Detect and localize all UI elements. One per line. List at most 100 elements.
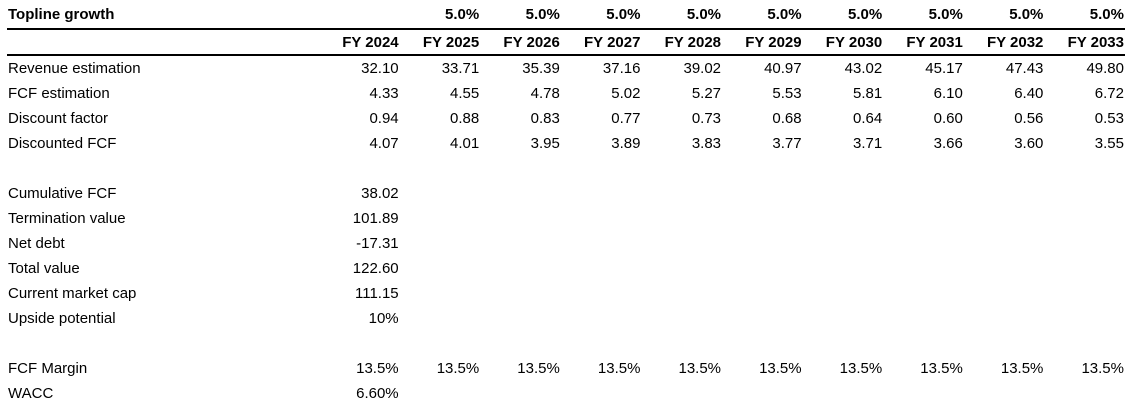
column-header-cell-fy-2031[interactable]: FY 2031 [906, 33, 963, 51]
value-cell-discount-factor-fy-2024[interactable]: 0.94 [369, 110, 399, 127]
value-cell-fcf-estimation-fy-2031[interactable]: 6.10 [933, 85, 963, 102]
topline-growth-rate-cell[interactable]: 5.0% [848, 5, 883, 23]
value-cell-wacc-fy-2024[interactable]: 6.60% [356, 385, 399, 402]
value-cell-fcf-estimation-fy-2025[interactable]: 4.55 [450, 85, 480, 102]
value-cell-revenue-estimation-fy-2028[interactable]: 39.02 [683, 60, 722, 77]
value-cell-revenue-estimation-fy-2026[interactable]: 35.39 [522, 60, 560, 77]
value-cell-current-market-cap-fy-2024[interactable]: 111.15 [355, 285, 399, 302]
table-row-fcf-margin: FCF Margin 13.5% 13.5% 13.5% 13.5% 13.5% 13.5%… [0, 356, 1133, 381]
value-cell-discount-factor-fy-2025[interactable]: 0.88 [450, 110, 480, 127]
topline-growth-rate-cell[interactable]: 5.0% [606, 5, 641, 23]
table-row-upside-potential: Upside potential 10% [0, 306, 1133, 331]
column-header-cell-fy-2026[interactable]: FY 2026 [503, 33, 560, 51]
topline-growth-rate-cell[interactable]: 5.0% [445, 5, 480, 23]
column-header-cell-fy-2024[interactable]: FY 2024 [342, 33, 399, 51]
value-cell-discounted-fcf-fy-2029[interactable]: 3.77 [772, 135, 802, 152]
value-cell-fcf-margin-fy-2031[interactable]: 13.5% [920, 360, 963, 377]
spacer-row [0, 331, 1133, 356]
value-cell-total-value-fy-2024[interactable]: 122.60 [352, 260, 399, 277]
value-cell-fcf-margin-fy-2032[interactable]: 13.5% [1000, 360, 1044, 377]
value-cell-fcf-estimation-fy-2030[interactable]: 5.81 [853, 85, 883, 102]
value-cell-fcf-margin-fy-2033[interactable]: 13.5% [1081, 360, 1124, 377]
value-cell-discount-factor-fy-2026[interactable]: 0.83 [530, 110, 560, 127]
value-cell-discounted-fcf-fy-2028[interactable]: 3.83 [691, 135, 722, 152]
value-cell-discount-factor-fy-2029[interactable]: 0.68 [772, 110, 802, 127]
topline-growth-label-cell[interactable]: Topline growth [8, 5, 115, 23]
table-row-wacc: WACC 6.60% [0, 381, 1133, 406]
value-cell-discount-factor-fy-2027[interactable]: 0.77 [611, 110, 641, 127]
column-header-cell-fy-2027[interactable]: FY 2027 [584, 33, 641, 51]
row-label-fcf-estimation[interactable]: FCF estimation [8, 85, 110, 102]
value-cell-discount-factor-fy-2032[interactable]: 0.56 [1014, 110, 1044, 127]
value-cell-fcf-margin-fy-2024[interactable]: 13.5% [356, 360, 399, 377]
value-cell-fcf-margin-fy-2026[interactable]: 13.5% [517, 360, 560, 377]
value-cell-revenue-estimation-fy-2025[interactable]: 33.71 [441, 60, 480, 77]
value-cell-discount-factor-fy-2028[interactable]: 0.73 [691, 110, 722, 127]
topline-growth-rate-cell[interactable]: 5.0% [686, 5, 722, 23]
value-cell-discounted-fcf-fy-2026[interactable]: 3.95 [530, 135, 560, 152]
value-cell-discounted-fcf-fy-2033[interactable]: 3.55 [1094, 135, 1124, 152]
value-cell-revenue-estimation-fy-2030[interactable]: 43.02 [844, 60, 883, 77]
value-cell-discounted-fcf-fy-2025[interactable]: 4.01 [450, 135, 480, 152]
value-cell-termination-value-fy-2024[interactable]: 101.89 [352, 210, 399, 227]
value-cell-fcf-margin-fy-2030[interactable]: 13.5% [839, 360, 883, 377]
row-label-revenue-estimation[interactable]: Revenue estimation [8, 60, 141, 77]
value-cell-revenue-estimation-fy-2032[interactable]: 47.43 [1005, 60, 1044, 77]
row-label-wacc[interactable]: WACC [8, 385, 54, 402]
row-label-discounted-fcf[interactable]: Discounted FCF [8, 135, 117, 152]
row-label-fcf-margin[interactable]: FCF Margin [8, 360, 88, 377]
value-cell-discount-factor-fy-2031[interactable]: 0.60 [933, 110, 963, 127]
topline-growth-rate-cell[interactable]: 5.0% [928, 5, 963, 23]
topline-growth-rate-cell[interactable]: 5.0% [1089, 5, 1124, 23]
spacer-row [0, 156, 1133, 181]
value-cell-discount-factor-fy-2033[interactable]: 0.53 [1094, 110, 1124, 127]
value-cell-revenue-estimation-fy-2031[interactable]: 45.17 [925, 60, 963, 77]
column-header-cell-fy-2033[interactable]: FY 2033 [1067, 33, 1124, 51]
table-row-total-value: Total value 122.60 [0, 256, 1133, 281]
value-cell-net-debt-fy-2024[interactable]: -17.31 [356, 235, 399, 252]
table-row-current-market-cap: Current market cap 111.15 [0, 281, 1133, 306]
column-header-cell-fy-2028[interactable]: FY 2028 [664, 33, 722, 51]
column-header-cell-fy-2029[interactable]: FY 2029 [745, 33, 802, 51]
value-cell-discounted-fcf-fy-2030[interactable]: 3.71 [853, 135, 883, 152]
value-cell-fcf-margin-fy-2029[interactable]: 13.5% [759, 360, 802, 377]
value-cell-fcf-estimation-fy-2032[interactable]: 6.40 [1014, 85, 1044, 102]
value-cell-revenue-estimation-fy-2027[interactable]: 37.16 [602, 60, 641, 77]
value-cell-discount-factor-fy-2030[interactable]: 0.64 [853, 110, 883, 127]
value-cell-fcf-margin-fy-2025[interactable]: 13.5% [436, 360, 480, 377]
column-header-cell-fy-2025[interactable]: FY 2025 [422, 33, 480, 51]
value-cell-fcf-estimation-fy-2024[interactable]: 4.33 [369, 85, 399, 102]
value-cell-fcf-margin-fy-2028[interactable]: 13.5% [678, 360, 722, 377]
column-header-cell-fy-2030[interactable]: FY 2030 [825, 33, 883, 51]
value-cell-revenue-estimation-fy-2024[interactable]: 32.10 [361, 60, 399, 77]
value-cell-upside-potential-fy-2024[interactable]: 10% [368, 310, 399, 327]
topline-growth-rate-cell[interactable]: 5.0% [767, 5, 802, 23]
value-cell-revenue-estimation-fy-2033[interactable]: 49.80 [1086, 60, 1124, 77]
value-cell-fcf-estimation-fy-2029[interactable]: 5.53 [772, 85, 802, 102]
row-label-termination-value[interactable]: Termination value [8, 210, 126, 227]
value-cell-fcf-margin-fy-2027[interactable]: 13.5% [597, 360, 641, 377]
value-cell-fcf-estimation-fy-2028[interactable]: 5.27 [691, 85, 722, 102]
column-header-cell-fy-2032[interactable]: FY 2032 [986, 33, 1044, 51]
value-cell-discounted-fcf-fy-2027[interactable]: 3.89 [611, 135, 641, 152]
table-row-fcf-estimation: FCF estimation 4.33 4.55 4.78 5.02 5.27 5.53 5.… [0, 81, 1133, 106]
topline-growth-row: Topline growth 5.0% 5.0% 5.0% 5.0% 5.0% 5.0% 5.… [0, 0, 1133, 28]
value-cell-fcf-estimation-fy-2026[interactable]: 4.78 [530, 85, 560, 102]
fiscal-year-header-row: FY 2024 FY 2025 FY 2026 FY 2027 FY 2028 FY 20… [0, 30, 1133, 54]
row-label-net-debt[interactable]: Net debt [8, 235, 65, 252]
value-cell-discounted-fcf-fy-2032[interactable]: 3.60 [1014, 135, 1044, 152]
row-label-current-market-cap[interactable]: Current market cap [8, 285, 137, 302]
value-cell-fcf-estimation-fy-2033[interactable]: 6.72 [1094, 85, 1124, 102]
topline-growth-rate-cell[interactable]: 5.0% [1009, 5, 1044, 23]
table-row-termination-value: Termination value 101.89 [0, 206, 1133, 231]
topline-growth-rate-cell[interactable]: 5.0% [525, 5, 560, 23]
value-cell-discounted-fcf-fy-2031[interactable]: 3.66 [933, 135, 963, 152]
row-label-discount-factor[interactable]: Discount factor [8, 110, 109, 127]
value-cell-fcf-estimation-fy-2027[interactable]: 5.02 [611, 85, 641, 102]
row-label-cumulative-fcf[interactable]: Cumulative FCF [8, 185, 117, 202]
value-cell-discounted-fcf-fy-2024[interactable]: 4.07 [369, 135, 399, 152]
row-label-total-value[interactable]: Total value [8, 260, 80, 277]
row-label-upside-potential[interactable]: Upside potential [8, 310, 116, 327]
value-cell-cumulative-fcf-fy-2024[interactable]: 38.02 [361, 185, 399, 202]
value-cell-revenue-estimation-fy-2029[interactable]: 40.97 [764, 60, 802, 77]
